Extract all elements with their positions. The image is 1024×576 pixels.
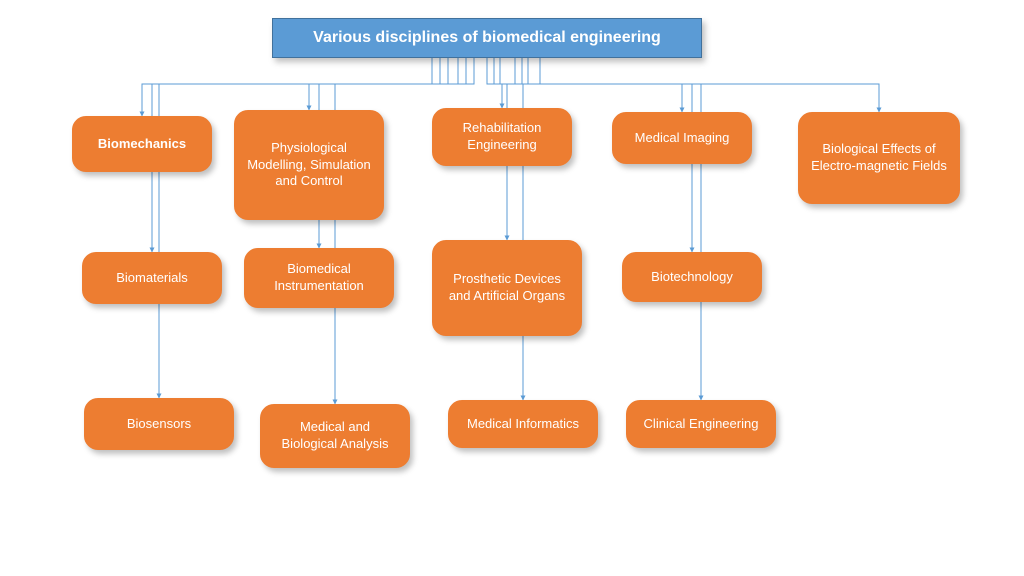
node-label: Rehabilitation Engineering [443, 120, 561, 154]
node-medinf: Medical Informatics [448, 400, 598, 448]
node-physio: Physiological Modelling, Simulation and … [234, 110, 384, 220]
node-label: Biosensors [127, 416, 191, 433]
node-instr: Biomedical Instrumentation [244, 248, 394, 308]
edge-root-medimg [515, 58, 682, 112]
root-node: Various disciplines of biomedical engine… [272, 18, 702, 58]
node-label: Biomedical Instrumentation [255, 261, 383, 295]
edge-root-rehab [487, 58, 502, 108]
node-rehab: Rehabilitation Engineering [432, 108, 572, 166]
node-label: Prosthetic Devices and Artificial Organs [443, 271, 571, 305]
root-label: Various disciplines of biomedical engine… [313, 28, 661, 49]
edge-root-biomech [142, 58, 432, 116]
node-prosth: Prosthetic Devices and Artificial Organs [432, 240, 582, 336]
node-label: Biotechnology [651, 269, 733, 286]
node-biomat: Biomaterials [82, 252, 222, 304]
node-clineng: Clinical Engineering [626, 400, 776, 448]
node-bioeff: Biological Effects of Electro-magnetic F… [798, 112, 960, 204]
node-biomech: Biomechanics [72, 116, 212, 172]
edge-root-bioeff [540, 58, 879, 112]
node-label: Biomaterials [116, 270, 188, 287]
diagram-canvas: Various disciplines of biomedical engine… [0, 0, 1024, 576]
edge-root-physio [309, 58, 458, 110]
node-biotech: Biotechnology [622, 252, 762, 302]
node-medimg: Medical Imaging [612, 112, 752, 164]
node-label: Physiological Modelling, Simulation and … [245, 140, 373, 191]
node-label: Biological Effects of Electro-magnetic F… [809, 141, 949, 175]
node-label: Medical Informatics [467, 416, 579, 433]
node-label: Medical Imaging [635, 130, 730, 147]
node-medbio: Medical and Biological Analysis [260, 404, 410, 468]
node-biosens: Biosensors [84, 398, 234, 450]
node-label: Clinical Engineering [644, 416, 759, 433]
node-label: Biomechanics [98, 136, 186, 153]
edge-root-biosens [159, 58, 448, 398]
node-label: Medical and Biological Analysis [271, 419, 399, 453]
